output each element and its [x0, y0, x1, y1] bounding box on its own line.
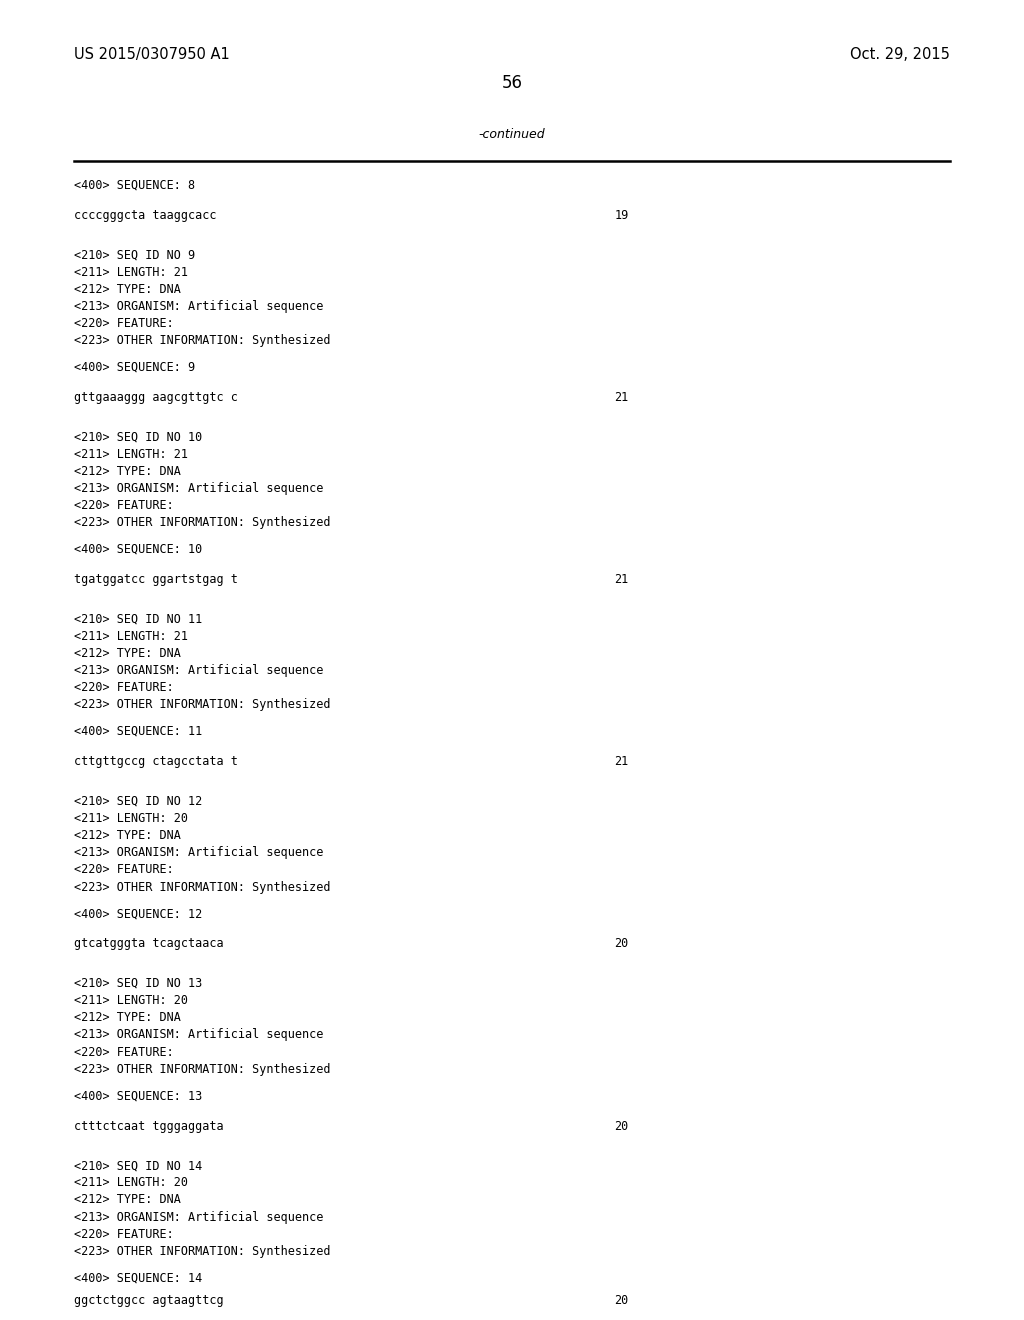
- Text: <213> ORGANISM: Artificial sequence: <213> ORGANISM: Artificial sequence: [74, 482, 324, 495]
- Text: <223> OTHER INFORMATION: Synthesized: <223> OTHER INFORMATION: Synthesized: [74, 516, 330, 529]
- Text: <223> OTHER INFORMATION: Synthesized: <223> OTHER INFORMATION: Synthesized: [74, 334, 330, 347]
- Text: cttgttgccg ctagcctata t: cttgttgccg ctagcctata t: [74, 755, 238, 768]
- Text: <212> TYPE: DNA: <212> TYPE: DNA: [74, 465, 180, 478]
- Text: <211> LENGTH: 21: <211> LENGTH: 21: [74, 265, 187, 279]
- Text: <210> SEQ ID NO 14: <210> SEQ ID NO 14: [74, 1159, 202, 1172]
- Text: <212> TYPE: DNA: <212> TYPE: DNA: [74, 1193, 180, 1206]
- Text: <223> OTHER INFORMATION: Synthesized: <223> OTHER INFORMATION: Synthesized: [74, 1063, 330, 1076]
- Text: <213> ORGANISM: Artificial sequence: <213> ORGANISM: Artificial sequence: [74, 1028, 324, 1041]
- Text: ctttctcaat tgggaggata: ctttctcaat tgggaggata: [74, 1119, 223, 1133]
- Text: <211> LENGTH: 20: <211> LENGTH: 20: [74, 994, 187, 1007]
- Text: <213> ORGANISM: Artificial sequence: <213> ORGANISM: Artificial sequence: [74, 300, 324, 313]
- Text: <210> SEQ ID NO 9: <210> SEQ ID NO 9: [74, 248, 195, 261]
- Text: US 2015/0307950 A1: US 2015/0307950 A1: [74, 48, 229, 62]
- Text: ccccgggcta taaggcacc: ccccgggcta taaggcacc: [74, 209, 216, 222]
- Text: <211> LENGTH: 20: <211> LENGTH: 20: [74, 1176, 187, 1189]
- Text: <400> SEQUENCE: 9: <400> SEQUENCE: 9: [74, 360, 195, 374]
- Text: <400> SEQUENCE: 10: <400> SEQUENCE: 10: [74, 543, 202, 556]
- Text: <210> SEQ ID NO 12: <210> SEQ ID NO 12: [74, 795, 202, 808]
- Text: <211> LENGTH: 21: <211> LENGTH: 21: [74, 630, 187, 643]
- Text: <220> FEATURE:: <220> FEATURE:: [74, 317, 173, 330]
- Text: <400> SEQUENCE: 14: <400> SEQUENCE: 14: [74, 1271, 202, 1284]
- Text: <212> TYPE: DNA: <212> TYPE: DNA: [74, 647, 180, 660]
- Text: <212> TYPE: DNA: <212> TYPE: DNA: [74, 1011, 180, 1024]
- Text: <220> FEATURE:: <220> FEATURE:: [74, 1045, 173, 1059]
- Text: 20: 20: [614, 937, 629, 950]
- Text: <210> SEQ ID NO 11: <210> SEQ ID NO 11: [74, 612, 202, 626]
- Text: <213> ORGANISM: Artificial sequence: <213> ORGANISM: Artificial sequence: [74, 846, 324, 859]
- Text: gtcatgggta tcagctaaca: gtcatgggta tcagctaaca: [74, 937, 223, 950]
- Text: <211> LENGTH: 20: <211> LENGTH: 20: [74, 812, 187, 825]
- Text: 21: 21: [614, 391, 629, 404]
- Text: <210> SEQ ID NO 10: <210> SEQ ID NO 10: [74, 430, 202, 444]
- Text: <400> SEQUENCE: 12: <400> SEQUENCE: 12: [74, 907, 202, 920]
- Text: <220> FEATURE:: <220> FEATURE:: [74, 499, 173, 512]
- Text: 21: 21: [614, 755, 629, 768]
- Text: <220> FEATURE:: <220> FEATURE:: [74, 1228, 173, 1241]
- Text: <400> SEQUENCE: 8: <400> SEQUENCE: 8: [74, 178, 195, 191]
- Text: <400> SEQUENCE: 11: <400> SEQUENCE: 11: [74, 725, 202, 738]
- Text: 20: 20: [614, 1119, 629, 1133]
- Text: <400> SEQUENCE: 13: <400> SEQUENCE: 13: [74, 1089, 202, 1102]
- Text: 21: 21: [614, 573, 629, 586]
- Text: Oct. 29, 2015: Oct. 29, 2015: [850, 48, 950, 62]
- Text: 19: 19: [614, 209, 629, 222]
- Text: <213> ORGANISM: Artificial sequence: <213> ORGANISM: Artificial sequence: [74, 1210, 324, 1224]
- Text: 56: 56: [502, 74, 522, 92]
- Text: <211> LENGTH: 21: <211> LENGTH: 21: [74, 447, 187, 461]
- Text: <212> TYPE: DNA: <212> TYPE: DNA: [74, 829, 180, 842]
- Text: <210> SEQ ID NO 13: <210> SEQ ID NO 13: [74, 977, 202, 990]
- Text: <213> ORGANISM: Artificial sequence: <213> ORGANISM: Artificial sequence: [74, 664, 324, 677]
- Text: tgatggatcc ggartstgag t: tgatggatcc ggartstgag t: [74, 573, 238, 586]
- Text: <220> FEATURE:: <220> FEATURE:: [74, 863, 173, 876]
- Text: 20: 20: [614, 1294, 629, 1307]
- Text: <212> TYPE: DNA: <212> TYPE: DNA: [74, 282, 180, 296]
- Text: <223> OTHER INFORMATION: Synthesized: <223> OTHER INFORMATION: Synthesized: [74, 698, 330, 711]
- Text: gttgaaaggg aagcgttgtc c: gttgaaaggg aagcgttgtc c: [74, 391, 238, 404]
- Text: -continued: -continued: [478, 128, 546, 141]
- Text: <220> FEATURE:: <220> FEATURE:: [74, 681, 173, 694]
- Text: <223> OTHER INFORMATION: Synthesized: <223> OTHER INFORMATION: Synthesized: [74, 880, 330, 894]
- Text: ggctctggcc agtaagttcg: ggctctggcc agtaagttcg: [74, 1294, 223, 1307]
- Text: <223> OTHER INFORMATION: Synthesized: <223> OTHER INFORMATION: Synthesized: [74, 1245, 330, 1258]
